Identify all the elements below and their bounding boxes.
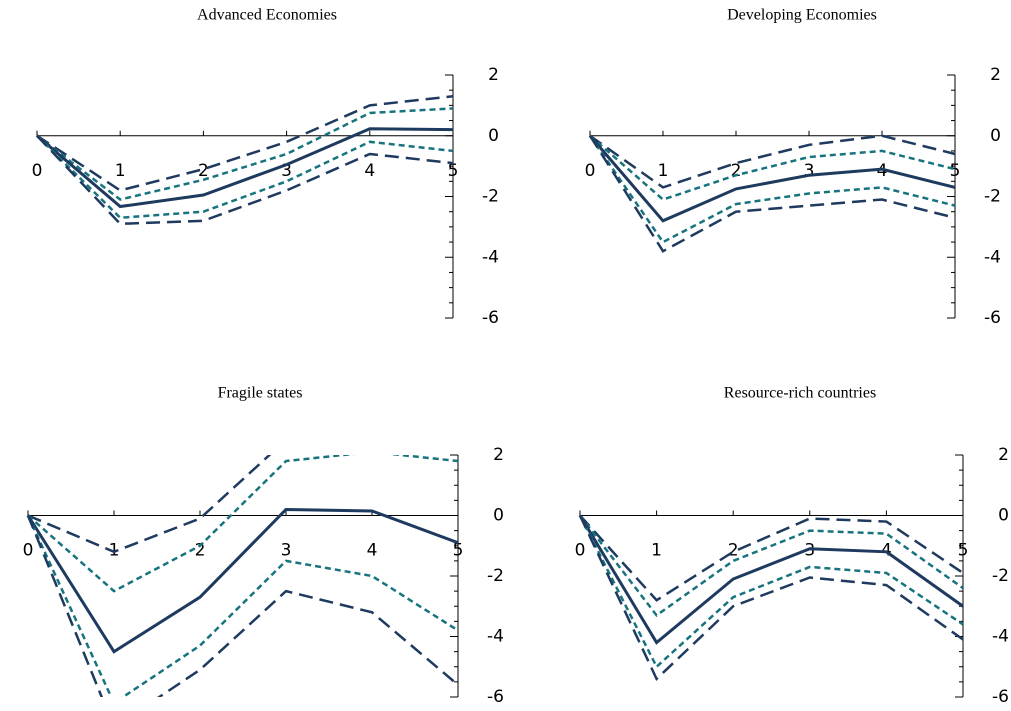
x-tick-label: 4 <box>877 161 888 181</box>
series-line <box>589 134 955 189</box>
x-tick-label: 2 <box>731 161 742 181</box>
y-tick-label: 0 <box>990 126 1001 146</box>
x-tick-label: 4 <box>367 541 378 561</box>
y-tick-label: -2 <box>487 566 504 586</box>
series-line <box>27 455 272 554</box>
x-tick-label: 1 <box>651 541 662 561</box>
x-tick-label: 0 <box>575 541 586 561</box>
series-line <box>579 514 963 602</box>
series-group <box>36 95 453 226</box>
series-line <box>589 134 955 201</box>
y-tick-label: 2 <box>493 445 504 465</box>
x-tick-label: 2 <box>198 161 209 181</box>
y-tick-label: -2 <box>482 187 499 207</box>
x-tick-label: 4 <box>364 161 375 181</box>
panel: Developing Economies 0 1 2 3 4 5 2 0 -2 -4 -6 <box>585 7 1001 328</box>
series-line <box>588 135 955 253</box>
x-tick-label: 3 <box>281 541 292 561</box>
x-tick-label: 5 <box>453 541 464 561</box>
series-line <box>588 135 955 244</box>
y-tick-label: -4 <box>992 627 1009 647</box>
series-line <box>36 134 453 220</box>
series-line <box>36 127 453 209</box>
x-tick-label: 0 <box>23 541 34 561</box>
panel: Advanced Economies 0 1 2 3 4 5 2 0 -2 -4 -6 <box>32 7 499 328</box>
x-tick-label: 0 <box>585 161 596 181</box>
panel-title: Resource-rich countries <box>724 385 876 402</box>
x-tick-label: 3 <box>281 161 292 181</box>
x-tick-label: 5 <box>958 541 969 561</box>
y-tick-label: -4 <box>487 627 504 647</box>
series-line <box>26 514 458 697</box>
x-tick-label: 2 <box>728 541 739 561</box>
series-line <box>588 134 955 223</box>
y-tick-label: -6 <box>984 308 1001 328</box>
x-tick-label: 2 <box>195 541 206 561</box>
y-tick-label: -4 <box>482 247 499 267</box>
series-line <box>578 514 963 645</box>
y-tick-label: 0 <box>488 126 499 146</box>
y-tick-label: -2 <box>992 566 1009 586</box>
y-tick-label: -6 <box>487 687 504 707</box>
panel-title: Fragile states <box>218 385 303 402</box>
series-group <box>26 455 458 697</box>
x-tick-label: 0 <box>32 161 43 181</box>
y-tick-label: 2 <box>488 65 499 85</box>
series-line <box>27 455 458 593</box>
series-line <box>579 514 963 618</box>
x-tick-label: 1 <box>115 161 126 181</box>
y-tick-label: 0 <box>998 506 1009 526</box>
x-tick-label: 3 <box>804 161 815 181</box>
series-group <box>588 134 955 253</box>
y-tick-label: 2 <box>998 445 1009 465</box>
x-tick-label: 5 <box>448 161 459 181</box>
series-line <box>578 514 963 669</box>
series-line <box>26 515 458 697</box>
y-tick-label: 2 <box>990 65 1001 85</box>
x-tick-label: 1 <box>658 161 669 181</box>
y-tick-label: -6 <box>482 308 499 328</box>
panel-title: Developing Economies <box>727 7 877 24</box>
y-tick-label: -2 <box>984 187 1001 207</box>
y-tick-label: 0 <box>493 506 504 526</box>
y-tick-label: -4 <box>984 247 1001 267</box>
x-tick-label: 3 <box>804 541 815 561</box>
x-tick-label: 5 <box>950 161 961 181</box>
panel-title: Advanced Economies <box>197 7 337 24</box>
y-tick-label: -6 <box>992 687 1009 707</box>
series-line <box>578 514 963 681</box>
series-line <box>26 507 458 654</box>
series-group <box>578 514 963 681</box>
series-line <box>36 107 453 201</box>
